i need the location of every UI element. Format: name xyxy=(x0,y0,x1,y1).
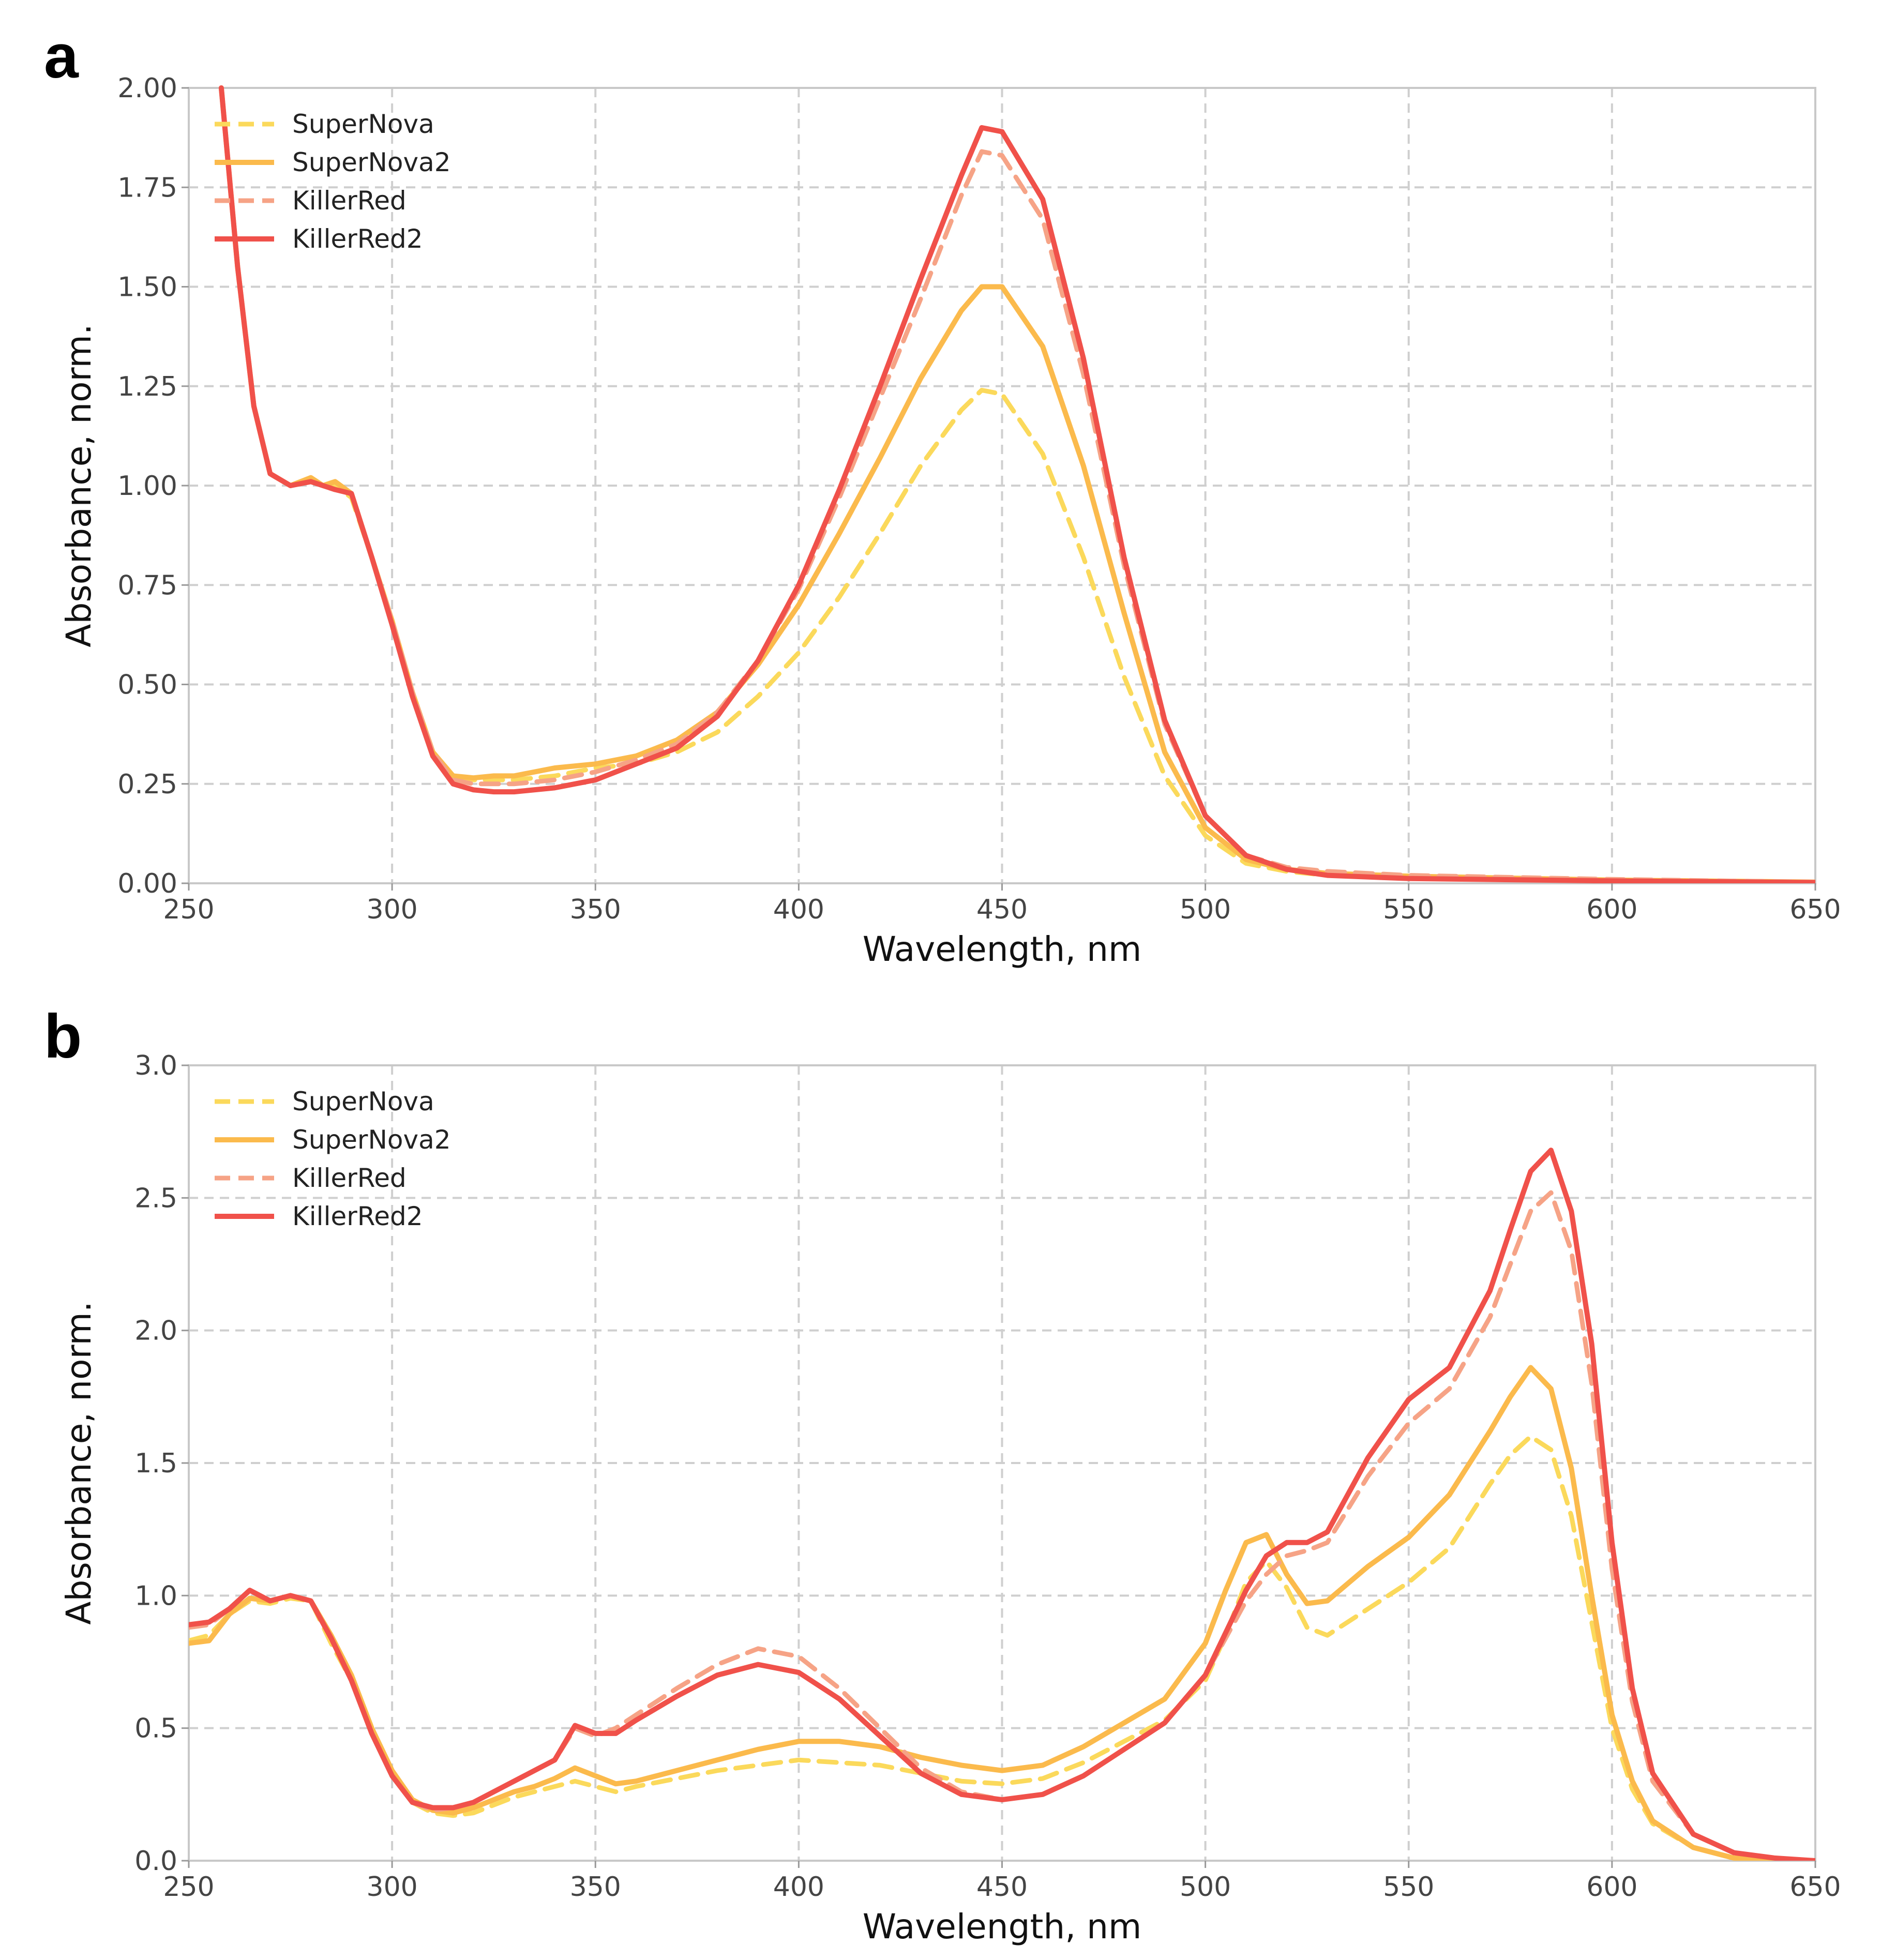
chart-panel-b: 250 300 350 400 450 500 550 600 650 0.0 0.5 1.0 1.5 2… xyxy=(59,1050,1841,1947)
chart-panel-a: 250 300 350 400 450 500 550 600 650 0.00 0.25 0.50 0… xyxy=(59,73,1841,969)
panel-a-x-tick-label: 350 xyxy=(570,894,621,925)
panel-a-series-supernova2-line xyxy=(218,85,1815,883)
panel-a-legend-label-killerred2: KillerRed2 xyxy=(292,224,423,254)
panel-a-legend: SuperNova SuperNova2 KillerRed KillerRed2 xyxy=(215,109,451,254)
panel-b-legend-label-supernova: SuperNova xyxy=(292,1087,434,1117)
panel-a-y-tick-label: 0.75 xyxy=(117,570,177,601)
panel-a-y-tick-label: 0.50 xyxy=(117,670,177,701)
panel-a-x-tick-label: 650 xyxy=(1789,894,1841,925)
panel-b-y-tick-label: 2.5 xyxy=(134,1183,177,1214)
panel-b-legend-label-killerred: KillerRed xyxy=(292,1163,407,1193)
panel-a-y-tick-label: 1.25 xyxy=(117,371,177,402)
panel-a-x-tick-label: 550 xyxy=(1383,894,1434,925)
panel-a-y-tick-label: 1.50 xyxy=(117,272,177,303)
panel-b-y-tick-label: 0.0 xyxy=(134,1846,177,1877)
panel-b-x-tick-label: 500 xyxy=(1180,1872,1231,1903)
panel-b-legend-label-supernova2: SuperNova2 xyxy=(292,1125,451,1155)
panel-b-y-tick-label: 2.0 xyxy=(134,1316,177,1347)
panel-b-x-tick-label: 350 xyxy=(570,1872,621,1903)
panel-a-x-tick-label: 400 xyxy=(773,894,824,925)
panel-b-x-tick-label: 250 xyxy=(163,1872,214,1903)
panel-a-legend-label-supernova2: SuperNova2 xyxy=(292,147,451,177)
panel-b-series-group xyxy=(189,1148,1815,1861)
panel-a-series-group xyxy=(218,85,1815,883)
panel-b-letter: b xyxy=(44,1002,82,1071)
panel-b-y-tick-label: 3.0 xyxy=(134,1050,177,1081)
panel-b-legend-label-killerred2: KillerRed2 xyxy=(292,1201,423,1231)
panel-a-x-tick-label: 450 xyxy=(976,894,1028,925)
panel-b-x-tick-label: 400 xyxy=(773,1872,824,1903)
panel-a-x-tick-label: 300 xyxy=(366,894,417,925)
panel-b-x-tick-label: 550 xyxy=(1383,1872,1434,1903)
panel-a-x-tick-label: 250 xyxy=(163,894,214,925)
panel-a-x-axis-title: Wavelength, nm xyxy=(863,929,1142,969)
panel-b-y-tick-label: 1.5 xyxy=(134,1448,177,1479)
panel-a-x-tick-label: 500 xyxy=(1180,894,1231,925)
panel-a-x-tick-label: 600 xyxy=(1586,894,1637,925)
panel-b-y-tick-label: 0.5 xyxy=(134,1713,177,1744)
panel-a-letter: a xyxy=(44,22,79,91)
panel-b-series-killerred2-line xyxy=(189,1148,1815,1861)
panel-a-y-tick-label: 0.25 xyxy=(117,769,177,800)
panel-b-x-tick-label: 450 xyxy=(976,1872,1028,1903)
panel-b-x-axis-title: Wavelength, nm xyxy=(863,1907,1142,1947)
panel-b-y-tick-label: 1.0 xyxy=(134,1580,177,1611)
panel-a-y-tick-label: 0.00 xyxy=(117,868,177,899)
panel-a-y-tick-label: 1.00 xyxy=(117,471,177,502)
panel-b-legend: SuperNova SuperNova2 KillerRed KillerRed2 xyxy=(215,1087,451,1231)
panel-a-y-tick-label: 2.00 xyxy=(117,73,177,104)
panel-a-legend-label-supernova: SuperNova xyxy=(292,109,434,139)
panel-a-y-axis-title: Absorbance, norm. xyxy=(59,324,99,647)
panel-b-x-tick-label: 300 xyxy=(366,1872,417,1903)
panel-b-y-axis-title: Absorbance, norm. xyxy=(59,1301,99,1624)
panel-a-y-tick-label: 1.75 xyxy=(117,172,177,203)
panel-a-legend-label-killerred: KillerRed xyxy=(292,186,407,216)
panel-a-series-killerred2-line xyxy=(218,85,1815,883)
panel-b-x-tick-label: 650 xyxy=(1789,1872,1841,1903)
panel-b-x-tick-label: 600 xyxy=(1586,1872,1637,1903)
